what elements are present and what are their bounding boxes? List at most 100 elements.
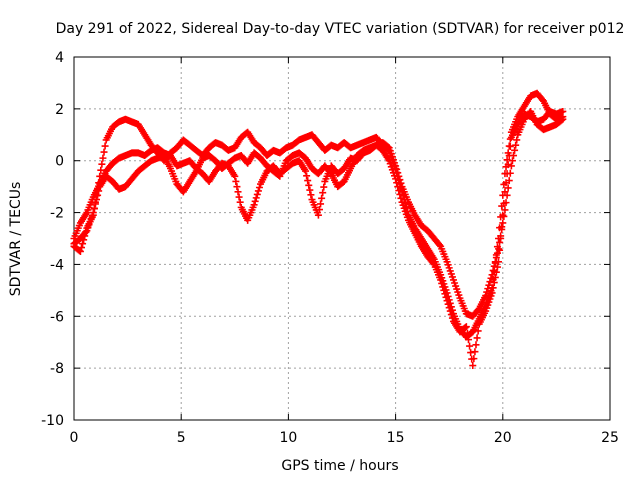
data-point (78, 244, 86, 252)
data-point (233, 183, 241, 191)
y-tick-label: -2 (50, 206, 64, 222)
x-tick-label: 15 (387, 430, 405, 446)
data-point (501, 188, 509, 196)
series-track-c (70, 107, 567, 370)
data-point (497, 235, 505, 242)
data-point (254, 187, 262, 195)
data-point (305, 181, 313, 189)
data-point (461, 324, 469, 332)
data-point (472, 341, 480, 349)
data-point (474, 327, 482, 335)
data-point (101, 142, 109, 150)
data-point (442, 293, 450, 301)
data-point (393, 179, 401, 187)
data-point (501, 206, 509, 214)
data-point (511, 146, 519, 154)
data-point (488, 289, 496, 297)
chart-title: Day 291 of 2022, Sidereal Day-to-day VTE… (56, 21, 625, 37)
data-point (464, 336, 472, 344)
data-point (98, 160, 106, 168)
data-point (394, 183, 402, 191)
data-point (496, 246, 504, 254)
data-marks (70, 89, 567, 370)
data-point (512, 141, 520, 149)
data-point (90, 204, 98, 212)
data-point (440, 286, 448, 294)
data-point (500, 212, 508, 220)
data-point (318, 194, 326, 202)
data-point (559, 115, 567, 123)
data-point (99, 154, 107, 162)
data-point (443, 297, 451, 305)
data-point (100, 148, 108, 156)
data-point (492, 268, 500, 276)
data-point (235, 193, 243, 201)
y-tick-label: -6 (50, 309, 64, 325)
data-point (486, 278, 494, 286)
data-point (505, 152, 513, 160)
data-point (319, 189, 327, 197)
data-point (236, 198, 244, 206)
y-tick-label: -8 (50, 361, 64, 377)
y-axis-label: SDTVAR / TECUs (8, 182, 24, 297)
data-point (93, 196, 101, 204)
data-point (496, 238, 504, 246)
data-point (447, 311, 455, 319)
data-point (489, 284, 497, 292)
data-point (467, 349, 475, 357)
x-tick-label: 0 (70, 430, 79, 446)
y-tick-label: 0 (55, 154, 64, 170)
data-point (490, 279, 498, 287)
y-tick-label: -4 (50, 257, 64, 273)
data-point (95, 187, 103, 195)
data-point (490, 262, 498, 270)
data-point (307, 191, 315, 199)
data-point (441, 290, 449, 298)
data-point (507, 162, 515, 170)
data-point (231, 172, 239, 180)
data-point (487, 274, 495, 282)
y-tick-label: -10 (41, 413, 64, 429)
x-tick-label: 20 (494, 430, 512, 446)
data-point (392, 175, 400, 183)
x-axis-label: GPS time / hours (281, 458, 398, 474)
data-point (320, 183, 328, 191)
data-point (91, 200, 99, 208)
data-point (469, 362, 477, 370)
data-point (397, 194, 405, 202)
data-point (384, 143, 392, 151)
data-point (471, 348, 479, 356)
data-point (445, 304, 453, 312)
data-point (513, 136, 521, 144)
data-point (495, 245, 503, 253)
axis-ticks: 0 5 10 15 20 25 -10 -8 -6 -4 -2 0 2 4 (41, 50, 619, 446)
data-point (462, 323, 470, 331)
data-point (473, 334, 481, 342)
data-point (304, 177, 312, 185)
data-point (255, 184, 263, 192)
data-point (76, 247, 84, 255)
data-point (502, 179, 510, 187)
data-point (82, 228, 90, 236)
data-point (315, 206, 323, 214)
data-point (303, 172, 311, 180)
data-point (499, 211, 507, 219)
data-point (485, 281, 493, 289)
data-point (500, 199, 508, 207)
data-point (306, 186, 314, 194)
data-point (504, 161, 512, 169)
data-point (94, 191, 102, 199)
data-point (317, 200, 325, 208)
data-point (492, 254, 500, 262)
data-point (498, 223, 506, 231)
data-point (302, 167, 310, 175)
data-point (506, 142, 514, 150)
data-point (483, 288, 491, 296)
data-point (437, 276, 445, 284)
data-point (484, 285, 492, 293)
data-point (232, 177, 240, 185)
data-point (470, 355, 478, 363)
data-point (251, 197, 259, 205)
data-point (499, 219, 507, 227)
